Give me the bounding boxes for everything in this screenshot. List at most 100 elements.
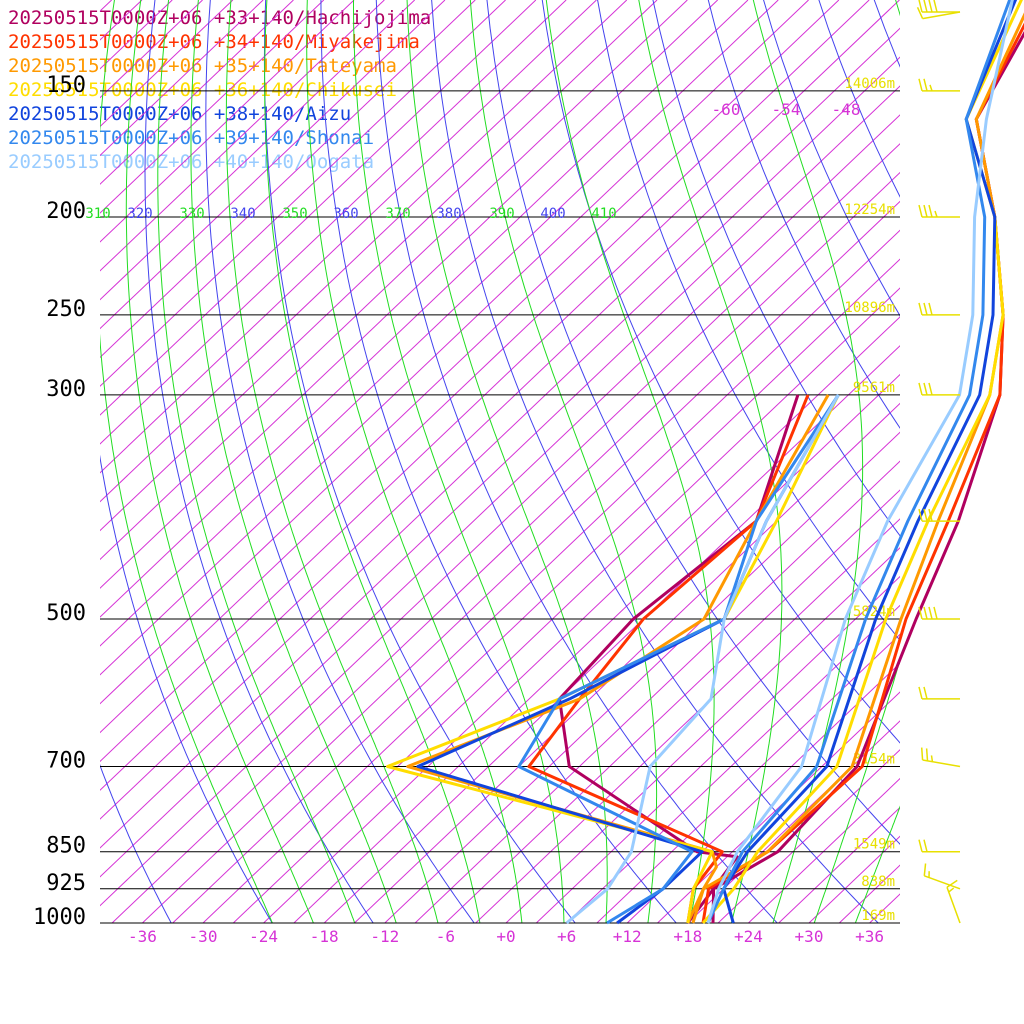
- temperature-profile-line: [711, 30, 1024, 924]
- wind-barb: [918, 382, 960, 396]
- isotherm-line: [100, 0, 567, 445]
- wind-barb: [918, 606, 960, 620]
- isotherm-line: [293, 345, 900, 923]
- dewpoint-profile-line: [517, 394, 840, 925]
- isotherm-line: [100, 0, 112, 12]
- wind-barb-flag: [923, 382, 928, 396]
- isotherm-line: [100, 0, 718, 589]
- dewpoint-profile-line: [406, 394, 830, 924]
- height-label: 10896m: [844, 300, 895, 316]
- isotherm-line: [142, 200, 900, 923]
- wind-barb-flag: [918, 204, 923, 218]
- isotherm-line: [0, 0, 21, 923]
- moist-adiabat-line: [469, 0, 658, 923]
- dry-adiabat-line: [486, 0, 900, 845]
- wind-barb: [918, 0, 960, 13]
- moist-adiabat-line: [306, 0, 523, 923]
- theta-label: 320: [127, 206, 152, 222]
- theta-label: 390: [489, 206, 514, 222]
- temperature-tick-label: +18: [673, 927, 702, 946]
- dry-adiabat-line: [985, 0, 1024, 944]
- theta-label: 330: [179, 206, 204, 222]
- dry-adiabat-line: [541, 0, 900, 744]
- pressure-tick-label: 850: [46, 834, 86, 859]
- isotherm-line: [100, 0, 809, 676]
- temperature-tick-label: -30: [189, 927, 218, 946]
- isotherm-line: [100, 0, 385, 272]
- isotherm-line: [100, 0, 264, 157]
- theta-label: 370: [385, 206, 410, 222]
- isotherm-line: [414, 460, 900, 923]
- height-label: 14006m: [844, 76, 895, 92]
- wind-barb-staff: [922, 759, 961, 768]
- wind-barb: [916, 6, 961, 20]
- wind-barb-flag: [923, 606, 928, 620]
- isotherm-line: [354, 402, 900, 923]
- legend-entry: 20250515T0000Z+06 +36+140/Chikusei: [8, 79, 397, 101]
- pressure-tick-label: 1000: [33, 905, 86, 930]
- isotherm-line: [100, 0, 415, 301]
- moist-adiabat-line: [100, 0, 273, 923]
- dry-adiabat-line: [850, 0, 1024, 944]
- wind-barb-flag: [934, 210, 938, 218]
- wind-barb-flag: [923, 863, 927, 876]
- temperature-tick-label: -6: [436, 927, 455, 946]
- temperature-profile-line: [701, 0, 1023, 925]
- isotherm-line: [475, 518, 900, 923]
- isotherm-line: [657, 691, 900, 923]
- wind-barb-flag: [918, 382, 923, 396]
- wind-barb-flag: [933, 606, 938, 620]
- theta-label: 380: [436, 206, 461, 222]
- wind-barb: [918, 508, 960, 522]
- dry-adiabat-line: [597, 0, 900, 642]
- pressure-tick-label: 700: [46, 749, 86, 774]
- theta-label: 410: [591, 206, 616, 222]
- isotherm-line: [100, 0, 900, 763]
- isotherm-line: [100, 0, 628, 503]
- isotherm-line: [100, 0, 506, 387]
- dry-adiabat-line: [205, 0, 475, 923]
- wind-barb-staff: [924, 875, 961, 890]
- temperature-tick-label: -12: [370, 927, 399, 946]
- wind-barb-flag: [923, 78, 928, 92]
- moist-adiabat-line: [353, 0, 565, 923]
- wind-barb-flag: [928, 0, 933, 13]
- upper-temperature-label: -54: [772, 100, 801, 119]
- wind-barb: [918, 78, 960, 92]
- isotherm-line: [596, 633, 900, 923]
- plot-area: [0, 0, 1024, 944]
- height-label: 5824m: [853, 604, 895, 620]
- wind-barb-flag: [928, 508, 933, 522]
- isotherm-line: [263, 316, 900, 923]
- wind-barb-flag: [918, 839, 923, 852]
- isotherm-line: [100, 85, 900, 849]
- theta-label: 400: [540, 206, 565, 222]
- temperature-tick-label: -24: [249, 927, 278, 946]
- wind-barb-flag: [923, 302, 928, 316]
- isotherm-line: [100, 0, 688, 561]
- isotherm-line: [111, 171, 900, 923]
- isotherm-line: [100, 0, 173, 70]
- wind-barb-flag: [918, 0, 923, 13]
- dry-adiabat-line: [652, 0, 900, 537]
- isotherm-line: [100, 143, 900, 907]
- moist-adiabat-line: [190, 0, 397, 923]
- dry-adiabat-line: [763, 0, 900, 317]
- wind-barb-flag: [918, 508, 923, 522]
- wind-barb-flag: [923, 0, 928, 13]
- wind-barb: [920, 747, 961, 768]
- isotherm-line: [100, 0, 537, 416]
- dry-adiabat-line: [263, 0, 576, 923]
- temperature-profile-line: [706, 0, 1012, 924]
- wind-barb-flag: [916, 6, 924, 19]
- theta-label: 310: [85, 206, 110, 222]
- temperature-tick-label: +24: [734, 927, 763, 946]
- moist-adiabat-line: [406, 0, 608, 923]
- isotherm-line: [566, 604, 900, 923]
- isotherm-line: [232, 287, 900, 923]
- isotherm-line: [100, 0, 597, 474]
- theta-label: 360: [333, 206, 358, 222]
- temperature-profile-line: [691, 12, 1024, 924]
- isotherm-line: [0, 0, 81, 923]
- dewpoint-profile-line: [565, 394, 840, 925]
